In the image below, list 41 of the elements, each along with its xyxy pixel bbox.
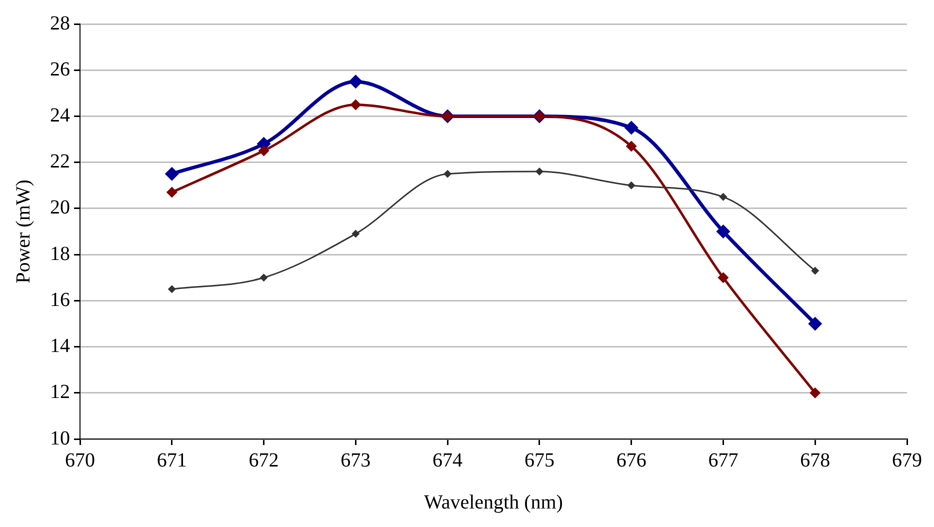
point (810, 387, 821, 398)
point (626, 140, 637, 152)
point (444, 170, 452, 178)
y-tick-label: 22 (50, 150, 70, 173)
x-axis-title: Wavelength (nm) (424, 491, 563, 514)
x-tick-label: 679 (892, 449, 922, 472)
x-tick-label: 673 (340, 449, 371, 472)
x-tick-label: 677 (708, 449, 738, 472)
point (624, 120, 638, 135)
point (716, 224, 730, 238)
y-tick-label: 24 (50, 104, 70, 126)
point (352, 230, 360, 238)
y-tick-label: 26 (50, 58, 70, 80)
y-tick-label: 28 (50, 12, 70, 34)
point (348, 74, 363, 89)
point (718, 272, 729, 284)
y-tick-label: 12 (50, 381, 70, 404)
y-axis-title: Power (mW) (12, 180, 34, 284)
y-tick-label: 14 (50, 335, 70, 358)
x-tick-label: 671 (156, 449, 187, 472)
point (808, 316, 822, 331)
point (811, 266, 820, 275)
y-tick-label: 20 (50, 196, 70, 219)
y-tick-label: 18 (50, 242, 70, 265)
point (719, 192, 728, 201)
x-tick-label: 672 (248, 449, 279, 472)
x-tick-label: 678 (800, 449, 830, 472)
point (166, 186, 178, 198)
y-tick-label: 16 (50, 288, 70, 311)
x-tick-label: 670 (65, 449, 95, 472)
x-tick-label: 675 (524, 449, 554, 472)
x-tick-label: 676 (616, 449, 646, 472)
y-tick-label: 10 (50, 427, 70, 450)
point (350, 99, 362, 110)
point (260, 274, 268, 282)
point (164, 166, 179, 181)
point (258, 145, 270, 156)
point (535, 168, 544, 176)
x-tick-label: 674 (432, 449, 463, 472)
point (627, 181, 636, 190)
point (168, 285, 176, 294)
